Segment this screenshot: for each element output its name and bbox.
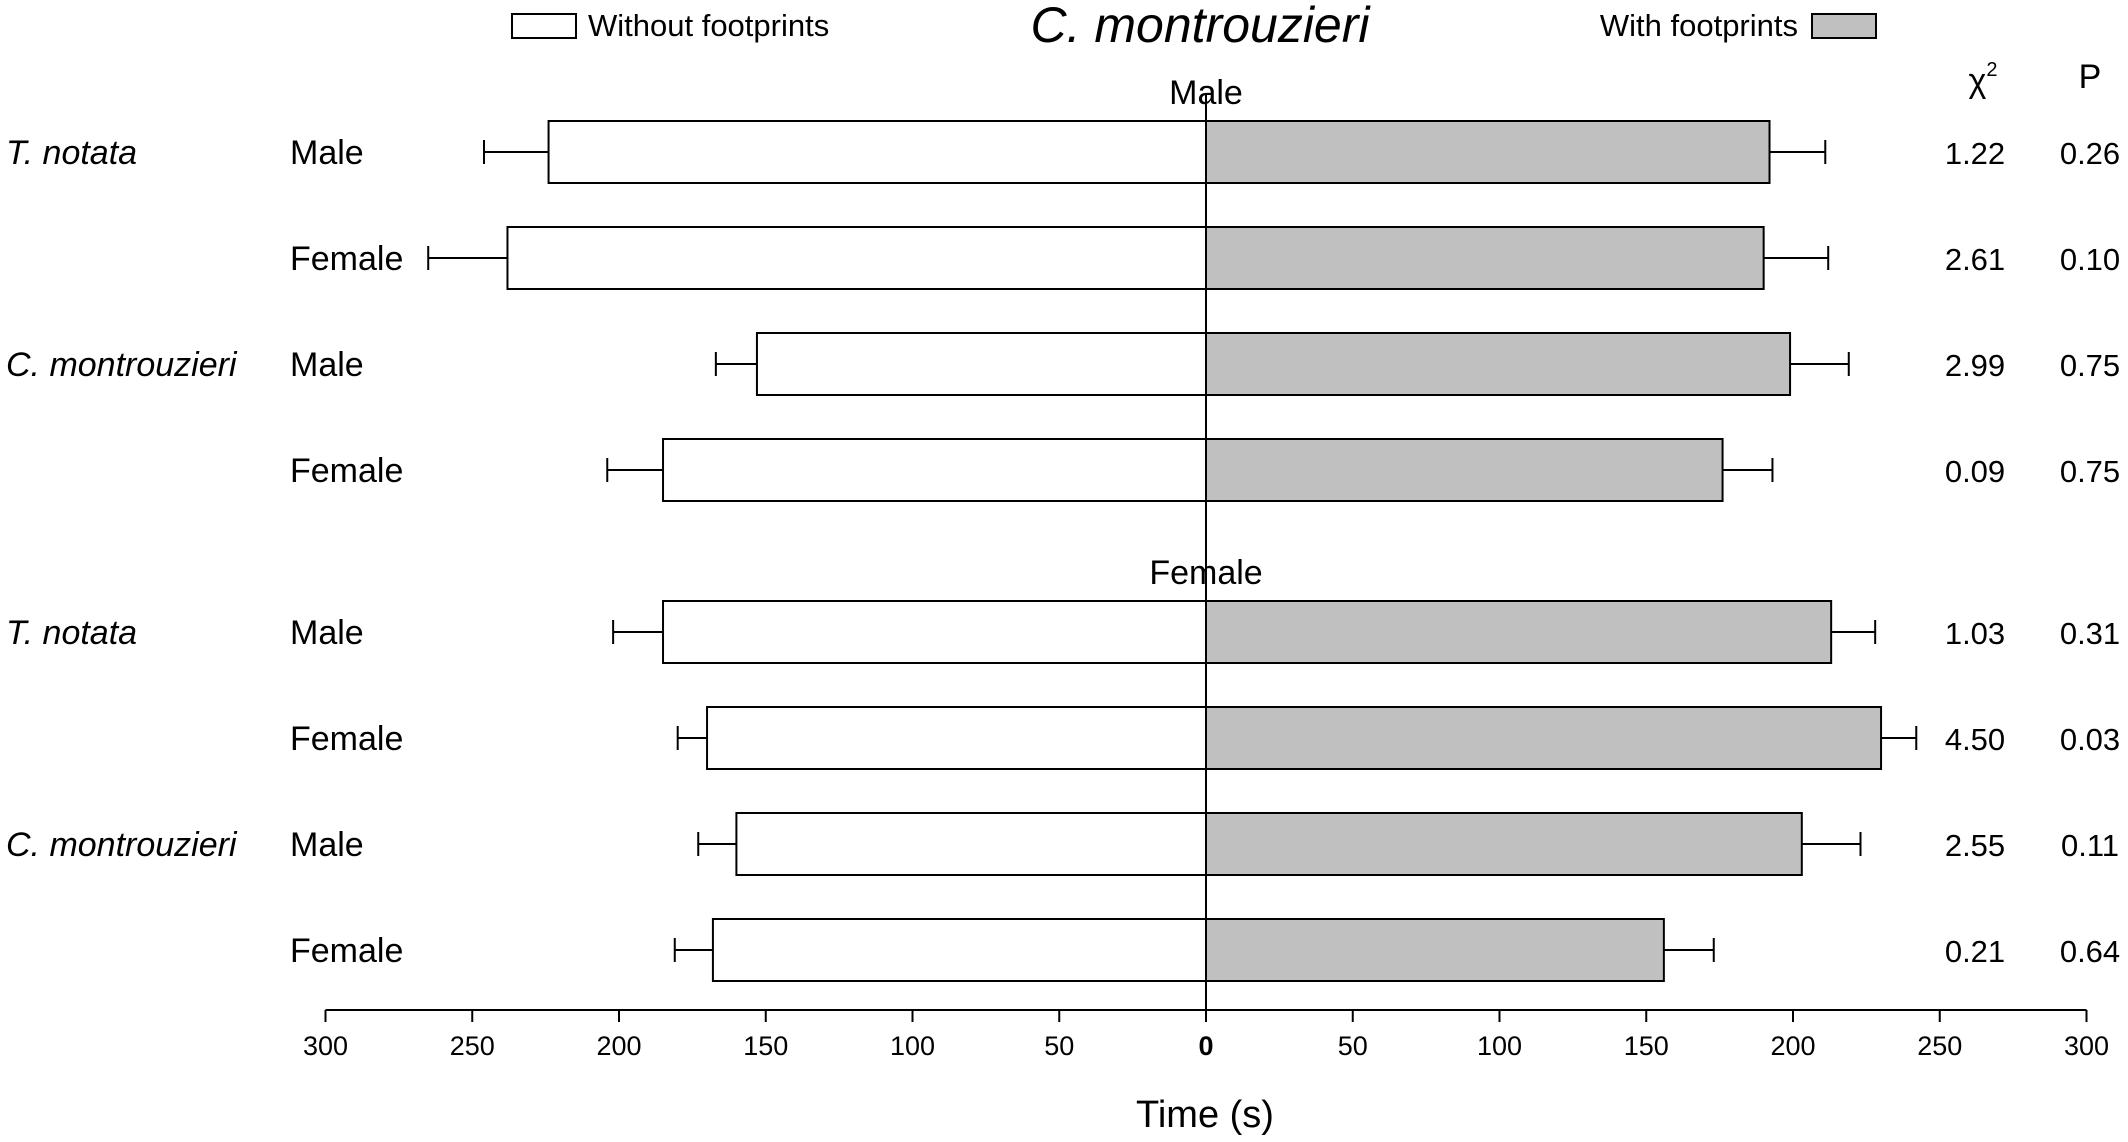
p-header: P: [2079, 58, 2102, 96]
sex-label: Female: [290, 720, 403, 758]
x-tick-label: 200: [1770, 1031, 1815, 1061]
bar-with: [1205, 332, 1792, 396]
bar-with: [1205, 706, 1883, 770]
x-tick-label: 50: [1044, 1031, 1074, 1061]
sex-label: Male: [290, 614, 364, 652]
bar-with: [1205, 226, 1765, 290]
legend-swatch-with: [1811, 13, 1877, 39]
p-value: 0.31: [2060, 616, 2120, 651]
bar-without: [711, 918, 1207, 982]
bar-with: [1205, 438, 1724, 502]
x-tick-label: 0: [1198, 1031, 1213, 1061]
x-tick-label: 150: [743, 1031, 788, 1061]
x-tick-label: 100: [1477, 1031, 1522, 1061]
p-value: 0.10: [2060, 242, 2120, 277]
legend: Without footprints With footprints: [511, 8, 1877, 43]
sex-label: Female: [290, 240, 403, 278]
p-value: 0.03: [2060, 722, 2120, 757]
x-tick-label: 300: [303, 1031, 348, 1061]
legend-label-without: Without footprints: [588, 8, 829, 43]
chi-square-value: 0.21: [1945, 934, 2005, 969]
bar-without: [547, 120, 1207, 184]
chi-square-header: χ2: [1969, 59, 1998, 100]
x-tick-label: 150: [1624, 1031, 1669, 1061]
chi-square-symbol: χ: [1969, 62, 1987, 100]
sex-label: Female: [290, 452, 403, 490]
chi-square-value: 2.55: [1945, 828, 2005, 863]
p-value: 0.75: [2060, 454, 2120, 489]
species-label: C. montrouzieri: [6, 346, 238, 384]
species-label: T. notata: [6, 614, 137, 652]
bar-with: [1205, 600, 1833, 664]
bar-without: [662, 438, 1207, 502]
bar-without: [706, 706, 1207, 770]
legend-swatch-without: [511, 13, 577, 39]
bar-with: [1205, 918, 1665, 982]
sex-label: Male: [290, 826, 364, 864]
sex-label: Male: [290, 134, 364, 172]
chi-square-value: 1.03: [1945, 616, 2005, 651]
legend-label-with: With footprints: [1600, 8, 1798, 43]
p-value: 0.75: [2060, 348, 2120, 383]
chi-square-value: 2.99: [1945, 348, 2005, 383]
species-label: T. notata: [6, 134, 137, 172]
chi-square-value: 2.61: [1945, 242, 2005, 277]
chi-square-value: 4.50: [1945, 722, 2005, 757]
x-tick-label: 200: [596, 1031, 641, 1061]
x-tick-label: 300: [2064, 1031, 2109, 1061]
x-axis-label: Time (s): [1136, 1094, 1274, 1136]
x-axis: 300 250 200 150 100 50 0 50 100 150 200 250 300: [303, 1009, 2109, 1061]
bar-without: [735, 812, 1208, 876]
chi-square-superscript: 2: [1986, 59, 1997, 81]
row-labels: T. notata Male Female C. montrouzieri Male Fe…: [6, 134, 403, 970]
x-tick-label: 250: [450, 1031, 495, 1061]
chi-square-value: 0.09: [1945, 454, 2005, 489]
chi-square-value: 1.22: [1945, 136, 2005, 171]
p-value: 0.64: [2060, 934, 2120, 969]
chart-title: C. montrouzieri: [1031, 0, 1372, 53]
bars: [506, 120, 1883, 982]
p-value: 0.26: [2060, 136, 2120, 171]
bar-without: [755, 332, 1207, 396]
bar-with: [1205, 120, 1771, 184]
error-bars: [427, 140, 1918, 962]
bar-without: [662, 600, 1207, 664]
bar-without: [506, 226, 1208, 290]
species-label: C. montrouzieri: [6, 826, 238, 864]
p-value: 0.11: [2061, 828, 2119, 863]
x-tick-label: 100: [890, 1031, 935, 1061]
x-tick-label: 50: [1338, 1031, 1368, 1061]
sex-label: Male: [290, 346, 364, 384]
x-tick-label: 250: [1917, 1031, 1962, 1061]
stat-values: 1.22 0.26 2.61 0.10 2.99 0.75 0.09 0.75 1.03 0.31…: [1945, 136, 2120, 969]
sex-label: Female: [290, 932, 403, 970]
bar-with: [1205, 812, 1803, 876]
